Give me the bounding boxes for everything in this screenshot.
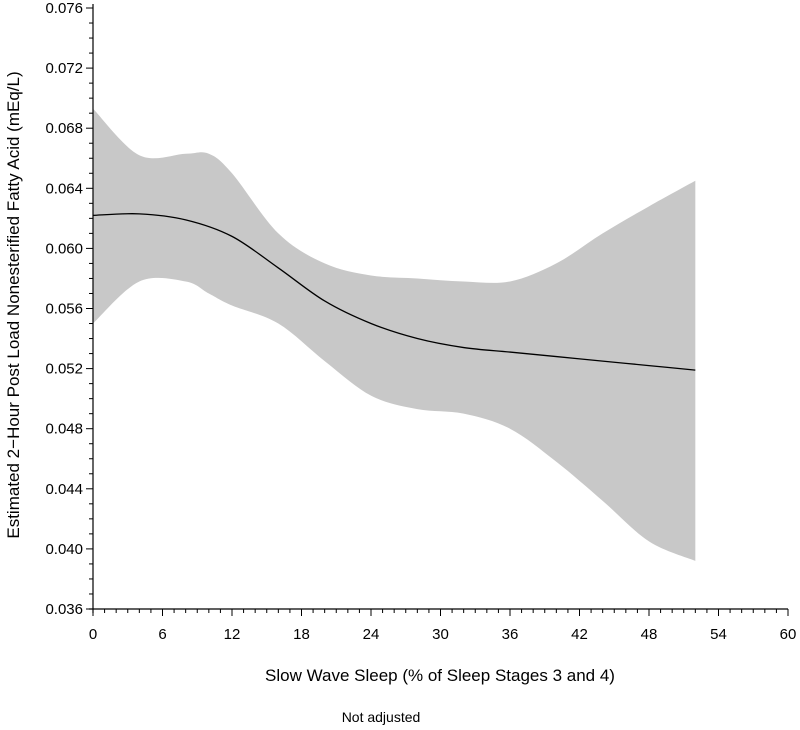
y-tick-label: 0.068: [45, 120, 83, 137]
x-tick-label: 24: [363, 626, 380, 643]
axes-layer: 0.036 0.040 0.044 0.048 0.052 0.056 0.060 0.064…: [45, 0, 796, 643]
confidence-band: [93, 108, 696, 561]
x-tick-label: 18: [293, 626, 310, 643]
x-tick-label: 48: [641, 626, 658, 643]
x-tick-label: 12: [224, 626, 241, 643]
x-tick-label: 36: [502, 626, 519, 643]
y-tick-label: 0.040: [45, 541, 83, 558]
x-axis-title: Slow Wave Sleep (% of Sleep Stages 3 and…: [265, 666, 615, 685]
y-tick-label: 0.056: [45, 301, 83, 318]
y-tick-label: 0.044: [45, 481, 83, 498]
footnote-not-adjusted: Not adjusted: [342, 709, 421, 725]
estimate-line-layer: [92, 213, 696, 371]
estimate-line: [92, 213, 696, 371]
y-tick-label: 0.064: [45, 180, 83, 197]
x-tick-label: 30: [432, 626, 449, 643]
confidence-band-layer: [93, 108, 696, 561]
y-tick-label: 0.036: [45, 601, 83, 618]
y-tick-label: 0.052: [45, 361, 83, 378]
y-axis-title: Estimated 2−Hour Post Load Nonesterified…: [4, 71, 23, 538]
x-tick-label: 54: [710, 626, 727, 643]
x-tick-label: 60: [780, 626, 797, 643]
x-tick-label: 42: [571, 626, 588, 643]
x-tick-label: 0: [89, 626, 97, 643]
y-tick-label: 0.076: [45, 0, 83, 17]
y-tick-label: 0.072: [45, 60, 83, 77]
y-tick-label: 0.060: [45, 240, 83, 257]
y-tick-label: 0.048: [45, 421, 83, 438]
x-tick-label: 6: [158, 626, 166, 643]
